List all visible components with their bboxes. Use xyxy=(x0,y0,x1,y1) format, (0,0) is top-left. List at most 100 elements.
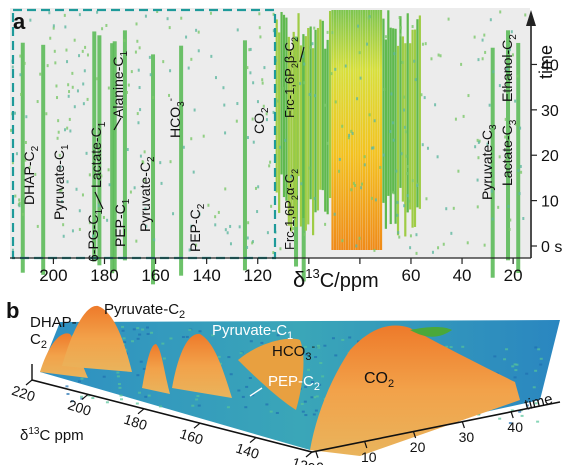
noise-dot xyxy=(209,11,212,15)
noise-dot xyxy=(56,96,59,100)
label-lactate-c3: Lactate-C3 xyxy=(499,119,519,186)
x-tick-label: 60 xyxy=(402,266,421,285)
noise-dot xyxy=(252,81,255,85)
noise-dot xyxy=(519,126,522,130)
noise-dot xyxy=(76,89,79,93)
noise-dot xyxy=(108,183,111,187)
peak-pyruvate-c1 xyxy=(172,333,232,398)
panel-b-x-ticks: 220 200 180 160 140 120 xyxy=(10,379,317,465)
noise-dot xyxy=(36,224,39,228)
noise-dot xyxy=(403,125,406,129)
region-stripe xyxy=(379,10,383,250)
noise-dot xyxy=(254,186,257,190)
noise-dot xyxy=(48,11,51,15)
noise-dot xyxy=(355,244,358,248)
noise-dot xyxy=(67,94,70,98)
noise-dot xyxy=(19,54,22,58)
noise-dot xyxy=(256,100,259,104)
noise-dot xyxy=(352,181,355,185)
noise-dot xyxy=(481,57,484,61)
peak-small xyxy=(142,344,170,394)
noise-dot xyxy=(251,117,254,121)
noise-dot xyxy=(519,164,522,168)
noise-dot xyxy=(68,117,71,121)
b-noise-dot xyxy=(265,403,269,406)
noise-dot xyxy=(334,67,337,71)
noise-dot xyxy=(246,136,249,140)
region-stripe xyxy=(360,10,363,250)
b-noise-dot xyxy=(248,377,252,380)
noise-dot xyxy=(71,229,74,233)
noise-dot xyxy=(382,153,385,157)
region-stripe xyxy=(312,48,315,236)
noise-dot xyxy=(507,204,510,208)
region-stripe xyxy=(341,10,344,250)
noise-dot xyxy=(396,213,399,217)
noise-dot xyxy=(341,124,344,128)
noise-dot xyxy=(276,99,279,103)
time-arrow-icon xyxy=(526,10,536,26)
b-noise-dot xyxy=(119,394,123,397)
b-noise-dot xyxy=(121,325,125,328)
noise-dot xyxy=(188,248,191,252)
noise-dot xyxy=(344,64,347,68)
region-stripe xyxy=(404,43,407,237)
noise-dot xyxy=(499,10,502,14)
noise-dot xyxy=(197,30,200,34)
noise-dot xyxy=(265,118,268,122)
noise-dot xyxy=(190,224,193,228)
b-x-tick-mark xyxy=(25,379,33,386)
b-noise-dot xyxy=(150,331,154,334)
b-noise-dot xyxy=(498,417,502,420)
region-stripe xyxy=(377,10,380,250)
region-stripe xyxy=(336,10,339,250)
b-noise-dot xyxy=(162,357,166,360)
noise-dot xyxy=(207,203,210,207)
noise-dot xyxy=(202,134,205,138)
b-noise-dot xyxy=(307,368,311,371)
noise-dot xyxy=(505,158,508,162)
noise-dot xyxy=(515,122,518,126)
region-stripe xyxy=(302,34,305,219)
noise-dot xyxy=(198,212,201,216)
b-noise-dot xyxy=(122,337,126,340)
region-stripe xyxy=(292,31,295,219)
noise-dot xyxy=(303,81,306,85)
noise-dot xyxy=(36,100,39,104)
noise-dot xyxy=(262,104,265,108)
label-ethanol-c2: Ethanol-C2 xyxy=(499,34,519,102)
noise-dot xyxy=(24,158,27,162)
noise-dot xyxy=(135,22,138,26)
peak-pyruvate-c2 xyxy=(62,305,132,372)
peak-stripe xyxy=(41,44,46,275)
noise-dot xyxy=(272,12,275,16)
b-noise-dot xyxy=(118,386,122,389)
y-tick-label: 10 xyxy=(541,194,559,211)
region-stripe xyxy=(338,10,341,250)
b-y-tick-label: 20 xyxy=(410,439,426,455)
noise-dot xyxy=(524,13,527,17)
b-noise-dot xyxy=(276,334,280,337)
noise-dot xyxy=(450,231,453,235)
b-noise-dot xyxy=(161,342,165,345)
b-noise-dot xyxy=(461,345,465,348)
b-x-tick-mark xyxy=(249,437,257,444)
noise-dot xyxy=(226,231,229,235)
noise-dot xyxy=(399,33,402,37)
b-y-tick-mark xyxy=(510,411,514,419)
b-noise-dot xyxy=(136,374,140,377)
noise-dot xyxy=(66,126,69,130)
b-noise-dot xyxy=(227,356,231,359)
b-noise-dot xyxy=(144,395,148,398)
noise-dot xyxy=(398,16,401,20)
peak-stripe xyxy=(112,41,117,272)
noise-dot xyxy=(137,68,140,72)
noise-dot xyxy=(295,169,298,173)
noise-dot xyxy=(361,182,364,186)
b-noise-dot xyxy=(132,328,136,331)
noise-dot xyxy=(483,243,486,247)
b-noise-dot xyxy=(314,356,318,359)
noise-dot xyxy=(423,96,426,100)
panel-a-plot-area xyxy=(10,8,530,258)
noise-dot xyxy=(246,245,249,249)
